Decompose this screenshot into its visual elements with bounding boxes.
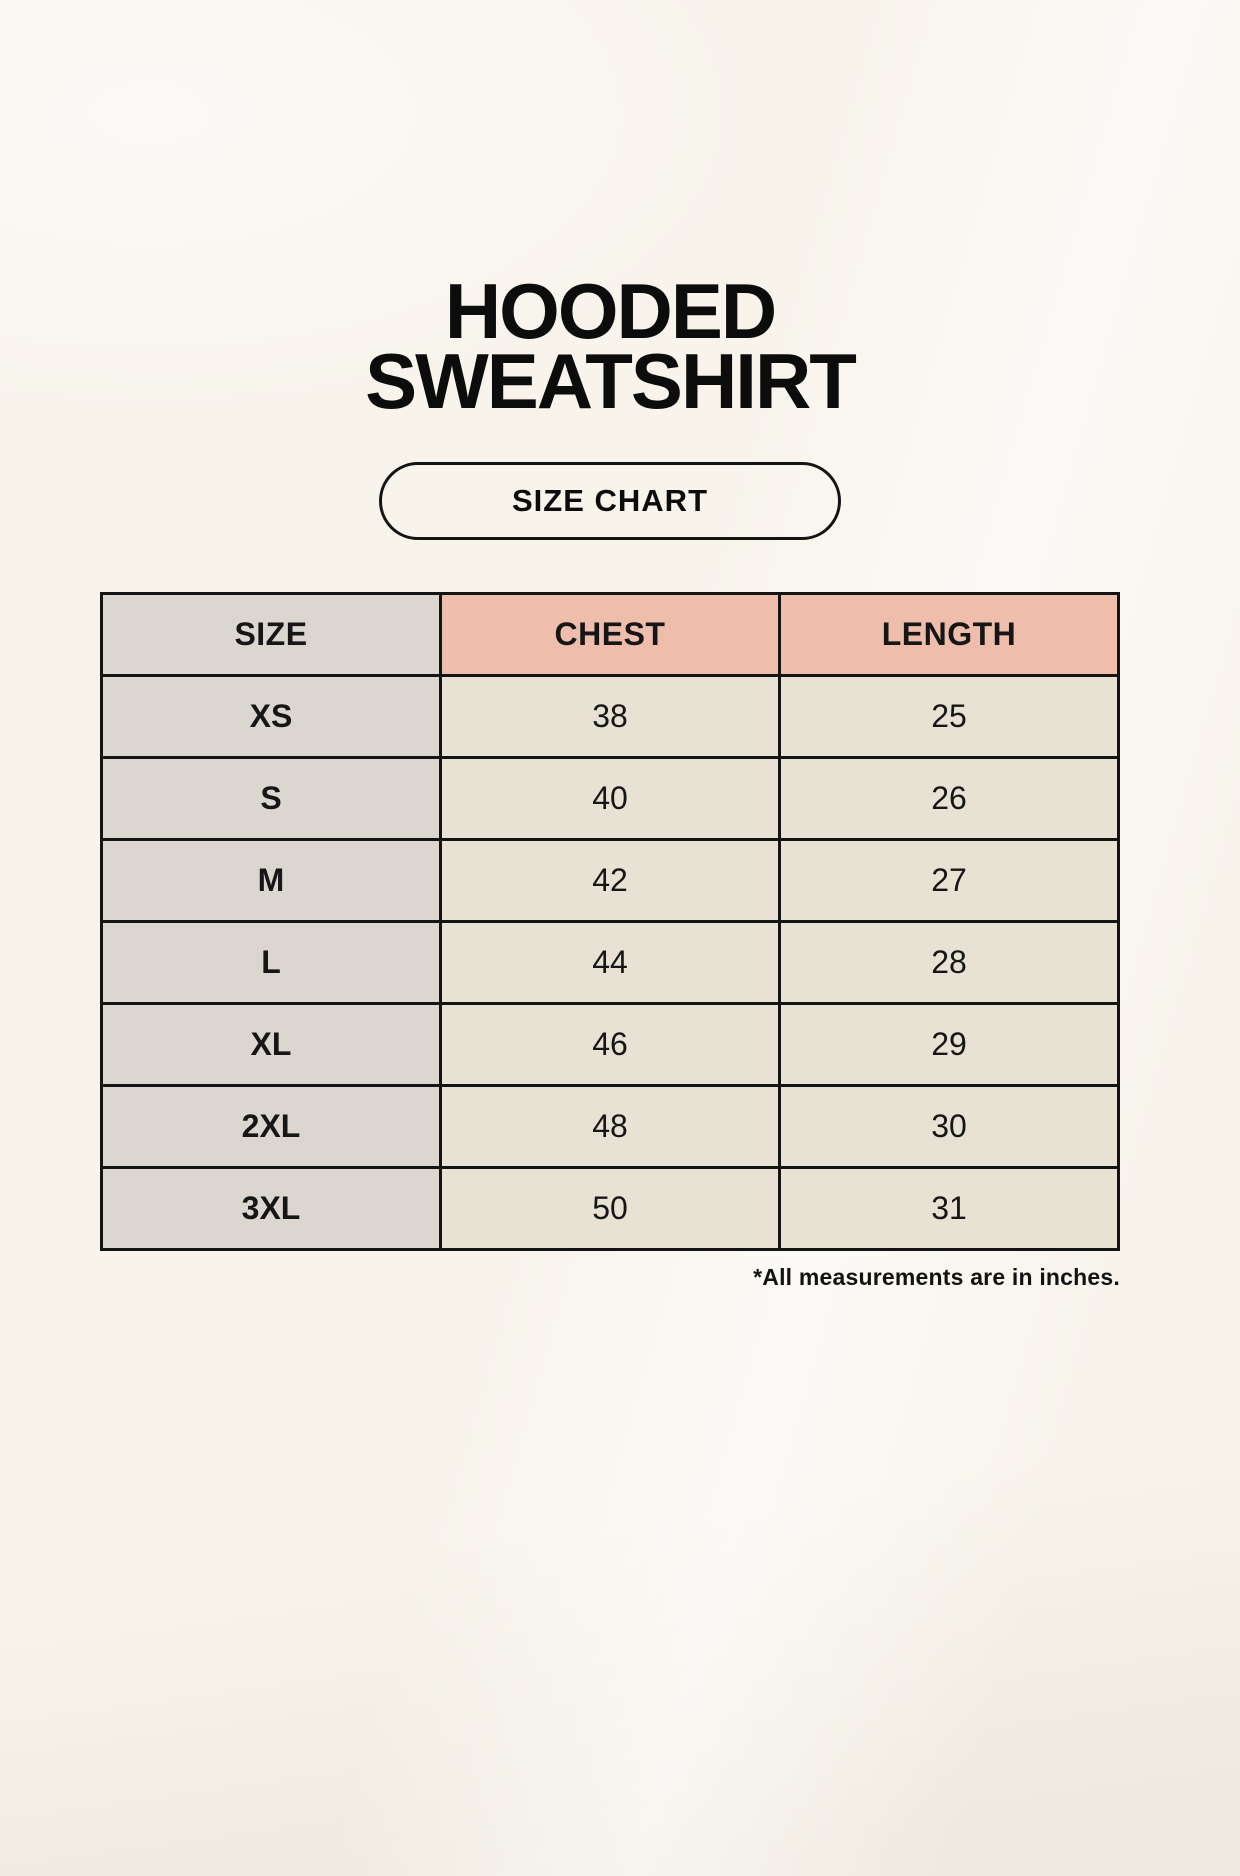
- page-title-line-1: HOODED: [444, 267, 777, 355]
- size-chart-badge-label: SIZE CHART: [512, 483, 708, 518]
- column-header-chest: CHEST: [439, 592, 781, 677]
- table-header-row: SIZE CHEST LENGTH: [100, 592, 1120, 677]
- size-chart-badge: SIZE CHART: [379, 462, 841, 540]
- size-chart-poster: HOODED SWEATSHIRT SIZE CHART SIZE CHEST …: [100, 267, 1120, 1291]
- chest-cell: 42: [439, 838, 781, 923]
- length-cell: 31: [778, 1166, 1120, 1251]
- chest-cell: 50: [439, 1166, 781, 1251]
- page-title-line-2: SWEATSHIRT: [365, 337, 857, 425]
- size-cell: 2XL: [100, 1084, 442, 1169]
- chest-cell: 48: [439, 1084, 781, 1169]
- table-row: XL 46 29: [100, 1002, 1120, 1087]
- chest-cell: 46: [439, 1002, 781, 1087]
- chest-cell: 44: [439, 920, 781, 1005]
- size-table: SIZE CHEST LENGTH XS 38 25 S 40 26 M 42 …: [100, 592, 1120, 1251]
- column-header-size: SIZE: [100, 592, 442, 677]
- table-row: S 40 26: [100, 756, 1120, 841]
- size-cell: M: [100, 838, 442, 923]
- size-cell: S: [100, 756, 442, 841]
- length-cell: 28: [778, 920, 1120, 1005]
- size-cell: 3XL: [100, 1166, 442, 1251]
- length-cell: 29: [778, 1002, 1120, 1087]
- chest-cell: 38: [439, 674, 781, 759]
- measurements-footnote: *All measurements are in inches.: [753, 1264, 1120, 1290]
- size-cell: XS: [100, 674, 442, 759]
- length-cell: 27: [778, 838, 1120, 923]
- size-cell: XL: [100, 1002, 442, 1087]
- size-cell: L: [100, 920, 442, 1005]
- table-row: XS 38 25: [100, 674, 1120, 759]
- table-row: L 44 28: [100, 920, 1120, 1005]
- table-row: 2XL 48 30: [100, 1084, 1120, 1169]
- chest-cell: 40: [439, 756, 781, 841]
- length-cell: 30: [778, 1084, 1120, 1169]
- length-cell: 26: [778, 756, 1120, 841]
- table-row: M 42 27: [100, 838, 1120, 923]
- length-cell: 25: [778, 674, 1120, 759]
- page-title: HOODED SWEATSHIRT: [100, 267, 1120, 425]
- column-header-length: LENGTH: [778, 592, 1120, 677]
- table-row: 3XL 50 31: [100, 1166, 1120, 1251]
